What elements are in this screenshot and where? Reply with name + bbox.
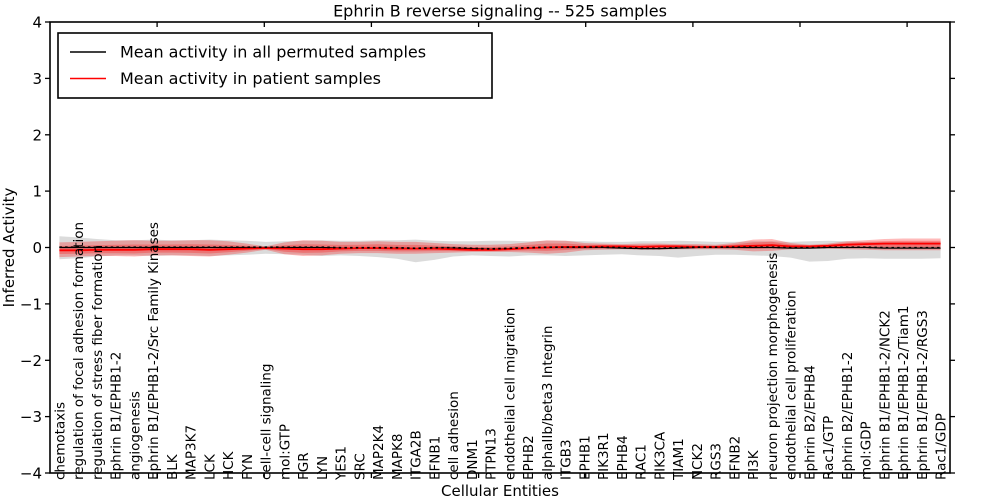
x-tick-label: RAC1 bbox=[634, 444, 650, 480]
x-tick-label: MAP2K4 bbox=[371, 425, 387, 480]
x-tick-label: chemotaxis bbox=[52, 402, 68, 480]
x-tick-label: LYN bbox=[315, 456, 331, 480]
x-tick-label: angiogenesis bbox=[127, 391, 143, 480]
y-tick-label: 3 bbox=[32, 70, 42, 88]
patient-spread-band-core bbox=[59, 240, 941, 254]
x-tick-label: Ephrin B2/EPHB1-2 bbox=[840, 352, 856, 480]
x-tick-label: mol:GDP bbox=[859, 421, 875, 480]
x-tick-label: TIAM1 bbox=[671, 438, 687, 481]
x-tick-label: endothelial cell proliferation bbox=[784, 290, 800, 480]
x-tick-label: FYN bbox=[240, 454, 256, 480]
x-tick-label: mol:GTP bbox=[277, 424, 293, 480]
y-tick-label: −3 bbox=[20, 408, 42, 426]
x-tick-label: cell-cell signaling bbox=[259, 364, 275, 480]
y-tick-label: 0 bbox=[32, 239, 42, 257]
x-tick-label: EFNB1 bbox=[427, 436, 443, 480]
legend-label: Mean activity in patient samples bbox=[120, 69, 381, 88]
x-tick-label: cell adhesion bbox=[446, 391, 462, 480]
x-tick-label: alphaIIb/beta3 Integrin bbox=[540, 326, 556, 480]
chart-title: Ephrin B reverse signaling -- 525 sample… bbox=[333, 2, 667, 21]
y-tick-label: −2 bbox=[20, 352, 42, 370]
legend: Mean activity in all permuted samples Mea… bbox=[57, 32, 493, 99]
x-tick-label: Rac1/GDP bbox=[934, 413, 950, 480]
y-tick-label: 1 bbox=[32, 183, 42, 201]
y-tick-label: 4 bbox=[32, 14, 42, 32]
legend-label: Mean activity in all permuted samples bbox=[120, 43, 426, 62]
y-tick-label: −1 bbox=[20, 295, 42, 313]
x-tick-label: ITGB3 bbox=[559, 439, 575, 480]
x-tick-label: PIK3R1 bbox=[596, 432, 612, 480]
x-tick-label: YES1 bbox=[334, 446, 350, 481]
x-tick-label: Ephrin B1/EPHB1-2/RGS3 bbox=[915, 310, 931, 480]
x-tick-label: RGS3 bbox=[709, 443, 725, 480]
x-axis-label: Cellular Entities bbox=[441, 482, 559, 500]
x-tick-label: SRC bbox=[352, 453, 368, 480]
x-tick-label: regulation of focal adhesion formation bbox=[71, 222, 87, 480]
x-tick-label: neuron projection morphogenesis bbox=[765, 253, 781, 480]
x-tick-label: Rac1/GTP bbox=[821, 416, 837, 480]
x-tick-label: FGR bbox=[296, 452, 312, 480]
x-tick-label: MAP3K7 bbox=[184, 425, 200, 480]
x-tick-label: PIK3CA bbox=[652, 431, 668, 480]
permuted-mean-dashed-line bbox=[59, 246, 941, 250]
x-tick-label: regulation of stress fiber formation bbox=[90, 245, 106, 480]
y-tick-label: 2 bbox=[32, 126, 42, 144]
x-tick-label: Ephrin B1/EPHB1-2/Tiam1 bbox=[896, 306, 912, 480]
x-tick-label: Ephrin B2/EPHB4 bbox=[802, 365, 818, 480]
y-axis-label: Inferred Activity bbox=[0, 187, 18, 307]
x-tick-label: PTPN13 bbox=[484, 428, 500, 480]
legend-box bbox=[57, 32, 493, 99]
x-tick-label: EFNB2 bbox=[727, 436, 743, 480]
x-tick-label: Ephrin B1/EPHB1-2/NCK2 bbox=[877, 310, 893, 480]
x-tick-label: PI3K bbox=[746, 449, 762, 480]
x-tick-label: HCK bbox=[221, 450, 237, 480]
x-tick-label: endothelial cell migration bbox=[502, 308, 518, 480]
x-tick-label: Ephrin B1/EPHB1-2/Src Family Kinases bbox=[146, 222, 162, 480]
x-tick-label: EPHB1 bbox=[577, 435, 593, 480]
x-tick-label: NCK2 bbox=[690, 443, 706, 480]
x-tick-label: LCK bbox=[202, 453, 218, 480]
x-tick-label: BLK bbox=[165, 453, 181, 480]
x-tick-label: MAPK8 bbox=[390, 434, 406, 480]
x-tick-label: ITGA2B bbox=[409, 430, 425, 480]
x-tick-label: EPHB2 bbox=[521, 435, 537, 480]
patient-mean-line bbox=[59, 242, 941, 252]
x-tick-label: EPHB4 bbox=[615, 435, 631, 480]
x-tick-label: Ephrin B1/EPHB1-2 bbox=[109, 352, 125, 480]
x-tick-label: DNM1 bbox=[465, 439, 481, 480]
y-tick-label: −4 bbox=[20, 465, 42, 483]
